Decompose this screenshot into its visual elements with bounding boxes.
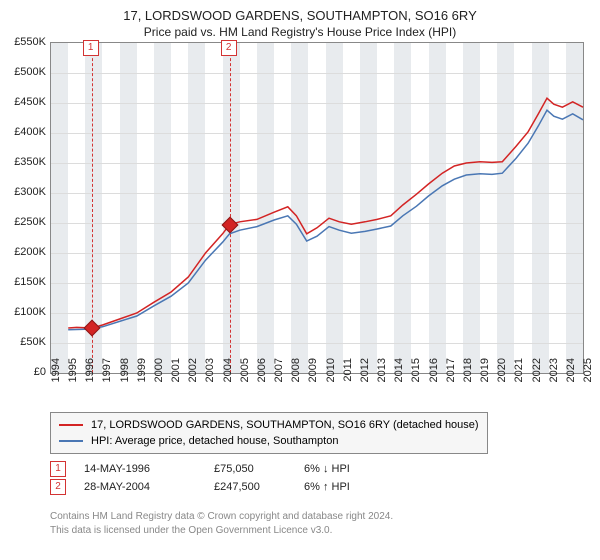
legend: 17, LORDSWOOD GARDENS, SOUTHAMPTON, SO16… [50, 412, 488, 454]
event-row: 2 28-MAY-2004£247,5006% ↑ HPI [50, 478, 384, 496]
x-tick-label: 2005 [239, 358, 251, 398]
legend-item: 17, LORDSWOOD GARDENS, SOUTHAMPTON, SO16… [59, 417, 479, 433]
x-tick-label: 2001 [170, 358, 182, 398]
x-tick-label: 2018 [462, 358, 474, 398]
x-tick-label: 2016 [428, 358, 440, 398]
x-tick-label: 2013 [376, 358, 388, 398]
x-tick-label: 2021 [513, 358, 525, 398]
event-date: 28-MAY-2004 [84, 481, 214, 493]
footer-line1: Contains HM Land Registry data © Crown c… [50, 510, 393, 524]
events-table: 1 14-MAY-1996£75,0506% ↓ HPI 2 28-MAY-2004£… [50, 460, 384, 496]
event-price: £247,500 [214, 481, 304, 493]
y-tick-label: £200K [0, 246, 46, 258]
x-tick-label: 2014 [393, 358, 405, 398]
x-tick-label: 2025 [582, 358, 594, 398]
x-tick-label: 2022 [531, 358, 543, 398]
x-tick-label: 1997 [101, 358, 113, 398]
y-tick-label: £550K [0, 36, 46, 48]
event-num-box: 1 [50, 461, 66, 477]
event-row: 1 14-MAY-1996£75,0506% ↓ HPI [50, 460, 384, 478]
x-tick-label: 1998 [119, 358, 131, 398]
x-tick-label: 2017 [445, 358, 457, 398]
plot-area [50, 42, 584, 374]
x-tick-label: 1994 [50, 358, 62, 398]
y-tick-label: £400K [0, 126, 46, 138]
series-price-paid [68, 98, 583, 328]
footer-attribution: Contains HM Land Registry data © Crown c… [50, 510, 393, 538]
x-tick-label: 2003 [204, 358, 216, 398]
legend-swatch [59, 424, 83, 426]
x-tick-label: 2024 [565, 358, 577, 398]
x-tick-label: 2023 [548, 358, 560, 398]
x-tick-label: 2004 [222, 358, 234, 398]
x-tick-label: 2011 [342, 358, 354, 398]
x-tick-label: 2002 [187, 358, 199, 398]
y-tick-label: £250K [0, 216, 46, 228]
x-tick-label: 2008 [290, 358, 302, 398]
x-tick-label: 2010 [325, 358, 337, 398]
x-tick-label: 1995 [67, 358, 79, 398]
x-tick-label: 2012 [359, 358, 371, 398]
event-price: £75,050 [214, 463, 304, 475]
legend-label: HPI: Average price, detached house, Sout… [91, 435, 338, 447]
x-tick-label: 2000 [153, 358, 165, 398]
y-tick-label: £100K [0, 306, 46, 318]
event-num-box: 2 [50, 479, 66, 495]
y-tick-label: £50K [0, 336, 46, 348]
y-tick-label: £500K [0, 66, 46, 78]
event-date: 14-MAY-1996 [84, 463, 214, 475]
legend-label: 17, LORDSWOOD GARDENS, SOUTHAMPTON, SO16… [91, 419, 479, 431]
event-marker-box: 2 [221, 40, 237, 56]
legend-swatch [59, 440, 83, 442]
chart-subtitle: Price paid vs. HM Land Registry's House … [0, 25, 600, 39]
y-tick-label: £450K [0, 96, 46, 108]
chart-lines [51, 43, 583, 373]
chart-title: 17, LORDSWOOD GARDENS, SOUTHAMPTON, SO16… [0, 8, 600, 23]
x-tick-label: 2019 [479, 358, 491, 398]
x-tick-label: 2006 [256, 358, 268, 398]
event-hpi: 6% ↓ HPI [304, 463, 384, 475]
x-tick-label: 2015 [410, 358, 422, 398]
x-tick-label: 1999 [136, 358, 148, 398]
x-tick-label: 2009 [307, 358, 319, 398]
footer-line2: This data is licensed under the Open Gov… [50, 524, 393, 538]
y-tick-label: £300K [0, 186, 46, 198]
x-tick-label: 2020 [496, 358, 508, 398]
y-tick-label: £0 [0, 366, 46, 378]
event-marker-box: 1 [83, 40, 99, 56]
y-tick-label: £150K [0, 276, 46, 288]
x-tick-label: 2007 [273, 358, 285, 398]
y-tick-label: £350K [0, 156, 46, 168]
x-tick-label: 1996 [84, 358, 96, 398]
event-hpi: 6% ↑ HPI [304, 481, 384, 493]
legend-item: HPI: Average price, detached house, Sout… [59, 433, 479, 449]
